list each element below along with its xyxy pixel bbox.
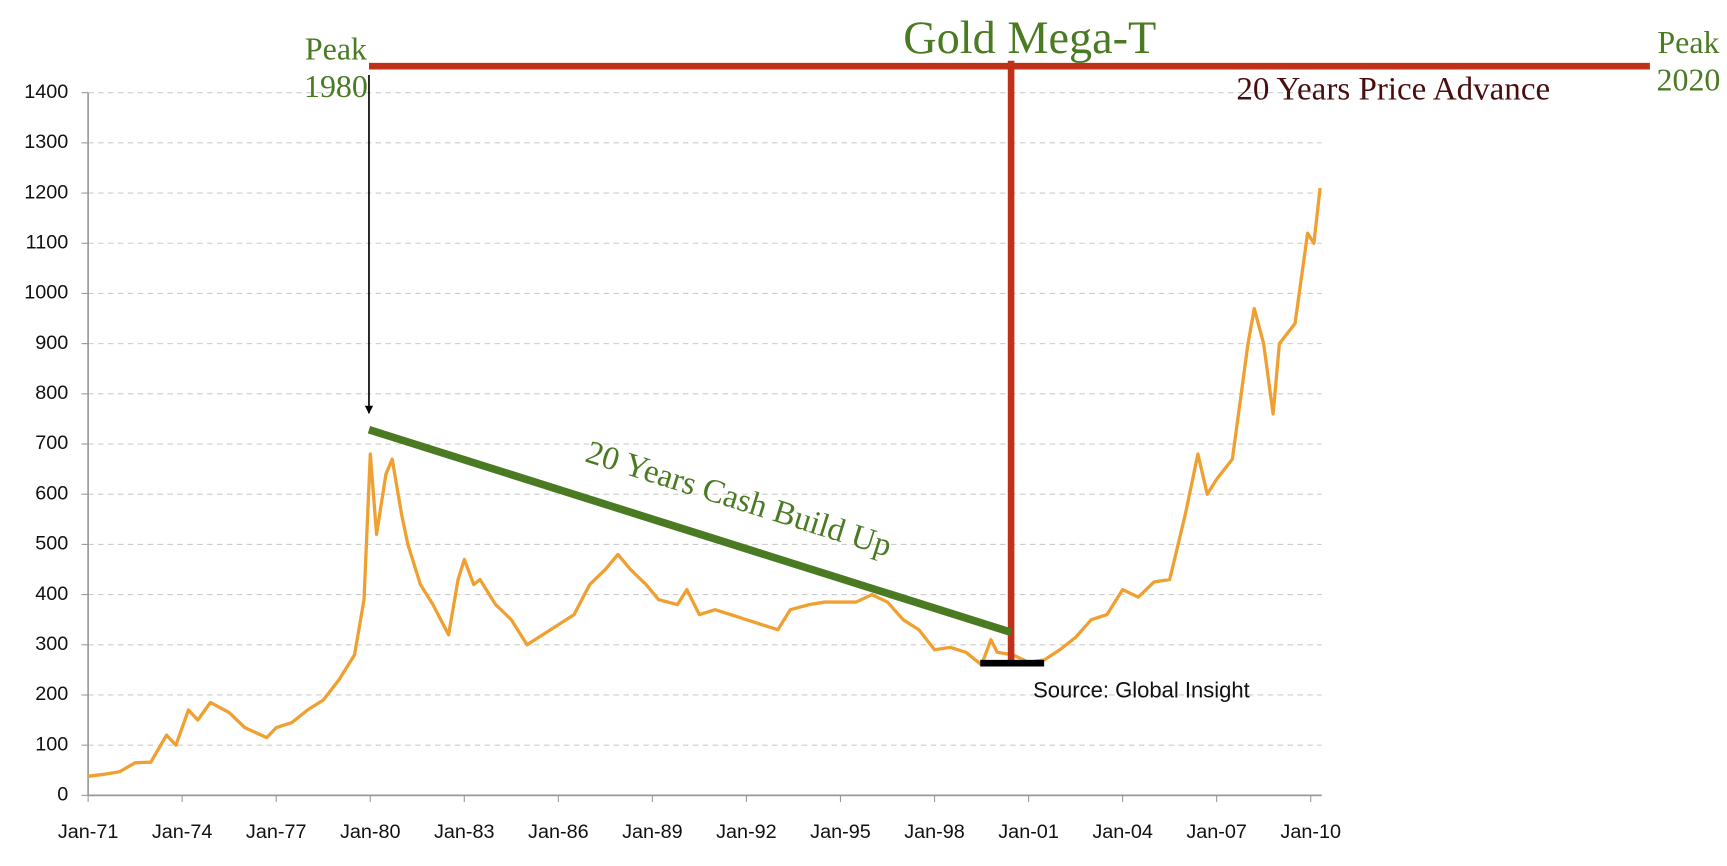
annotation: 1980 — [304, 69, 368, 104]
chart-title: Gold Mega-T — [903, 13, 1156, 64]
x-tick-label: Jan-86 — [528, 821, 589, 843]
y-tick-label: 200 — [35, 683, 68, 705]
x-tick-label: Jan-92 — [716, 821, 777, 843]
y-tick-label: 0 — [57, 784, 68, 806]
y-tick-label: 500 — [35, 533, 68, 555]
annotation: Peak — [1657, 25, 1719, 60]
plot — [87, 187, 1322, 778]
price-line — [87, 187, 1322, 778]
y-tick-label: 1200 — [24, 181, 68, 203]
annotation: Peak — [305, 32, 367, 67]
x-tick-label: Jan-83 — [434, 821, 495, 843]
y-tick-label: 1000 — [24, 282, 68, 304]
x-tick-label: Jan-04 — [1092, 821, 1153, 843]
annotation: 2020 — [1657, 62, 1721, 97]
trend-line — [367, 426, 1013, 637]
y-tick-label: 900 — [35, 332, 68, 354]
x-tick-label: Jan-77 — [246, 821, 307, 843]
x-tick-label: Jan-98 — [904, 821, 965, 843]
y-tick-label: 1100 — [26, 231, 69, 253]
y-tick-label: 1300 — [24, 131, 68, 153]
y-tick-label: 1400 — [24, 81, 68, 103]
y-tick-label: 300 — [35, 633, 68, 655]
x-tick-label: Jan-80 — [340, 821, 401, 843]
y-tick-label: 800 — [35, 382, 68, 404]
x-tick-label: Jan-01 — [998, 821, 1059, 843]
y-tick-label: 600 — [35, 482, 68, 504]
y-tick-label: 700 — [35, 432, 68, 454]
x-tick-label: Jan-10 — [1280, 821, 1341, 843]
x-tick-label: Jan-89 — [622, 821, 683, 843]
x-tick-label: Jan-95 — [810, 821, 871, 843]
annotation: 20 Years Price Advance — [1236, 71, 1550, 107]
x-tick-label: Jan-74 — [152, 821, 213, 843]
grid: 0 100 200 300 400 500 600 700 800 900 1000 1100 1200… — [24, 81, 1341, 843]
x-tick-label: Jan-07 — [1186, 821, 1247, 843]
source: Source: Global Insight — [1033, 677, 1250, 702]
y-tick-label: 400 — [35, 583, 68, 605]
y-tick-label: 100 — [35, 733, 68, 755]
x-tick-label: Jan-71 — [58, 821, 119, 843]
